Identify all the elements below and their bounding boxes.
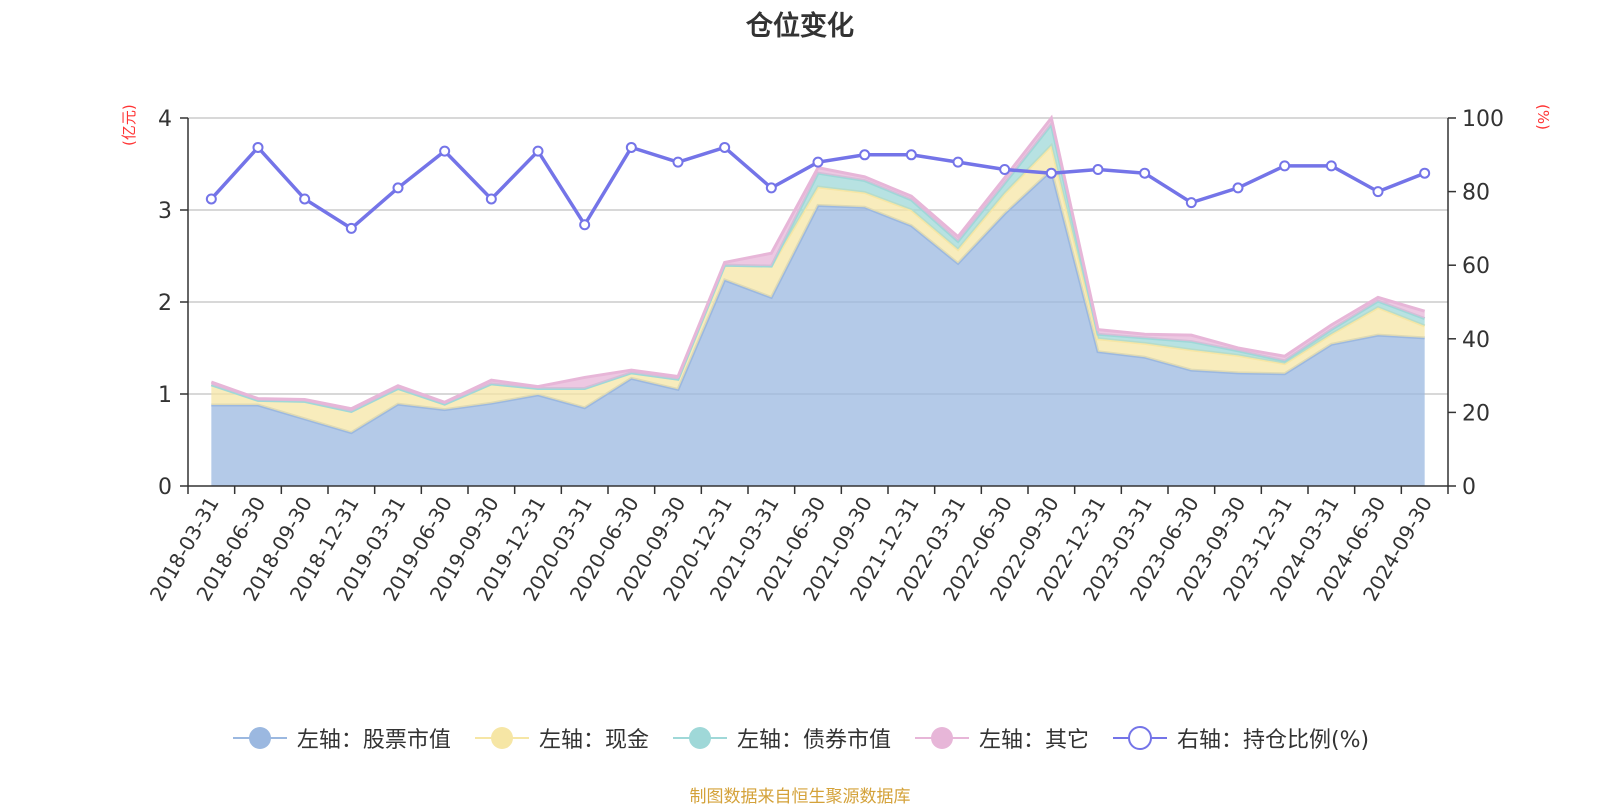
legend-symbol-icon xyxy=(1112,726,1167,750)
ratio-point xyxy=(625,141,637,153)
legend: 左轴：股票市值 左轴：现金 左轴：债券市值 左轴：其它 右轴：持仓比例(%) xyxy=(0,722,1600,754)
ratio-point xyxy=(672,156,684,168)
legend-symbol-circle xyxy=(248,727,271,749)
legend-item[interactable]: 左轴：现金 xyxy=(473,722,649,754)
legend-symbol-circle xyxy=(930,727,953,749)
area-左轴：现金 xyxy=(211,145,1425,433)
legend-item[interactable]: 右轴：持仓比例(%) xyxy=(1111,722,1369,754)
ratio-point xyxy=(439,145,451,157)
legend-symbol-icon xyxy=(914,727,969,749)
ratio-point xyxy=(1232,182,1244,194)
legend-symbol-icon xyxy=(672,727,727,749)
ratio-point xyxy=(719,141,731,153)
right-tick-label: 40 xyxy=(1462,328,1490,353)
source-note: 制图数据来自恒生聚源数据库 xyxy=(689,787,911,807)
ratio-point xyxy=(392,182,404,194)
legend-symbol-circle xyxy=(688,727,711,749)
ratio-point xyxy=(905,149,917,161)
ratio-point xyxy=(812,156,824,168)
ratio-point xyxy=(999,164,1011,176)
legend-label: 左轴：股票市值 xyxy=(296,728,451,753)
right-tick-label: 20 xyxy=(1462,401,1490,426)
area-edge-左轴：其它 xyxy=(210,114,1426,411)
legend-label: 左轴：债券市值 xyxy=(736,728,891,753)
ratio-point xyxy=(1185,197,1197,209)
ratio-point xyxy=(765,182,777,194)
legend-label: 右轴：持仓比例(%) xyxy=(1176,728,1370,753)
legend-symbol-icon xyxy=(474,727,529,749)
legend-item[interactable]: 左轴：债券市值 xyxy=(671,722,891,754)
ratio-point xyxy=(859,149,871,161)
area-左轴：债券市值 xyxy=(211,124,1425,412)
left-tick-label: 4 xyxy=(158,107,172,132)
ratio-point xyxy=(1279,160,1291,172)
ratio-point xyxy=(1372,186,1384,198)
ratio-point xyxy=(485,193,497,205)
left-tick-label: 3 xyxy=(158,199,172,224)
ratio-point xyxy=(1419,167,1431,179)
legend-symbol-icon xyxy=(232,727,287,749)
left-tick-label: 2 xyxy=(158,291,172,316)
legend-label: 左轴：现金 xyxy=(538,728,649,753)
right-tick-label: 100 xyxy=(1462,107,1504,132)
ratio-point xyxy=(952,156,964,168)
ratio-point xyxy=(299,193,311,205)
stacked-areas xyxy=(210,114,1426,486)
ratio-point xyxy=(205,193,217,205)
ratio-point xyxy=(1045,167,1057,179)
chart-title: 仓位变化 xyxy=(746,11,854,42)
ratio-point xyxy=(532,145,544,157)
right-tick-label: 60 xyxy=(1462,254,1490,279)
ratio-line xyxy=(205,141,1431,234)
legend-item[interactable]: 左轴：其它 xyxy=(913,722,1089,754)
ratio-point xyxy=(345,222,357,234)
ratio-point xyxy=(579,219,591,231)
ratio-point xyxy=(1139,167,1151,179)
ratio-point xyxy=(252,141,264,153)
ratio-point xyxy=(1092,164,1104,176)
ratio-point xyxy=(1325,160,1337,172)
left-tick-label: 1 xyxy=(158,383,172,408)
legend-symbol-circle xyxy=(490,727,513,749)
right-tick-label: 80 xyxy=(1462,181,1490,206)
right-tick-label: 0 xyxy=(1462,475,1476,500)
legend-item[interactable]: 左轴：股票市值 xyxy=(231,722,451,754)
area-左轴：股票市值 xyxy=(211,170,1425,486)
legend-label: 左轴：其它 xyxy=(978,728,1089,753)
legend-symbol-circle xyxy=(1127,726,1152,750)
left-tick-label: 0 xyxy=(158,475,172,500)
